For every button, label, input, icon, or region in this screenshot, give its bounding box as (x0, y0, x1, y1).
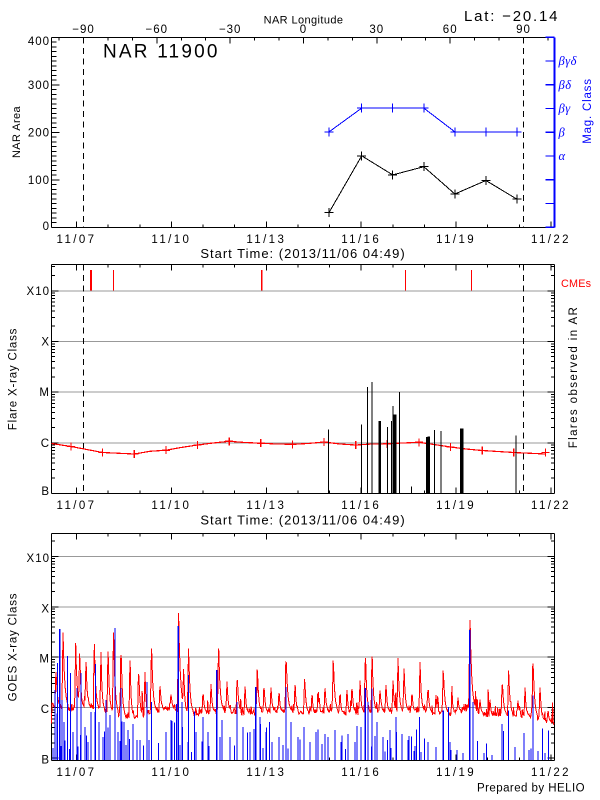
svg-text:GOES X-ray Class: GOES X-ray Class (8, 593, 20, 702)
svg-text:30: 30 (369, 24, 384, 36)
svg-text:0: 0 (300, 24, 307, 36)
svg-text:X: X (41, 603, 50, 615)
svg-text:300: 300 (28, 80, 50, 92)
svg-text:X10: X10 (27, 286, 50, 298)
svg-text:11/13: 11/13 (246, 767, 286, 779)
svg-text:11/07: 11/07 (57, 234, 97, 246)
svg-text:11/19: 11/19 (436, 500, 476, 512)
svg-text:11/10: 11/10 (151, 500, 191, 512)
svg-text:Mag. Class: Mag. Class (582, 78, 594, 144)
svg-text:β: β (558, 125, 566, 139)
svg-text:11/07: 11/07 (57, 500, 97, 512)
svg-text:CMEs: CMEs (561, 278, 592, 290)
svg-text:11/07: 11/07 (57, 767, 97, 779)
svg-text:100: 100 (28, 175, 50, 187)
svg-text:Start Time: (2013/11/06 04:49): Start Time: (2013/11/06 04:49) (200, 512, 405, 527)
svg-text:400: 400 (28, 36, 50, 48)
svg-text:11/22: 11/22 (531, 767, 571, 779)
svg-text:11/16: 11/16 (341, 234, 381, 246)
svg-text:11/13: 11/13 (246, 234, 286, 246)
svg-text:B: B (41, 486, 50, 498)
svg-text:Flares observed in AR: Flares observed in AR (568, 306, 580, 449)
svg-text:11/10: 11/10 (151, 767, 191, 779)
svg-text:11/16: 11/16 (341, 500, 381, 512)
svg-text:0: 0 (43, 221, 50, 233)
svg-text:C: C (41, 438, 50, 450)
svg-text:11/22: 11/22 (531, 234, 571, 246)
svg-text:−90: −90 (72, 24, 95, 36)
svg-text:11/10: 11/10 (151, 234, 191, 246)
svg-text:Lat: −20.14: Lat: −20.14 (464, 8, 559, 25)
svg-text:NAR Longitude: NAR Longitude (264, 15, 344, 27)
svg-text:βγδ: βγδ (558, 54, 577, 68)
svg-text:M: M (39, 387, 50, 399)
svg-text:X: X (41, 337, 50, 349)
svg-text:200: 200 (28, 127, 50, 139)
svg-text:11/16: 11/16 (341, 767, 381, 779)
svg-text:M: M (39, 654, 50, 666)
svg-text:90: 90 (516, 24, 531, 36)
svg-text:C: C (41, 704, 50, 716)
svg-text:Flare X-ray Class: Flare X-ray Class (8, 328, 20, 430)
svg-text:11/19: 11/19 (436, 234, 476, 246)
svg-text:−30: −30 (219, 24, 242, 36)
svg-text:Start Time: (2013/11/06 04:49): Start Time: (2013/11/06 04:49) (200, 246, 405, 261)
svg-text:Prepared by HELIO: Prepared by HELIO (477, 783, 585, 795)
svg-text:−60: −60 (146, 24, 169, 36)
svg-text:B: B (41, 755, 50, 767)
svg-text:60: 60 (443, 24, 458, 36)
svg-text:NAR 11900: NAR 11900 (103, 42, 220, 63)
svg-text:NAR Area: NAR Area (11, 105, 23, 158)
svg-text:X10: X10 (27, 553, 50, 565)
svg-text:βδ: βδ (558, 78, 572, 92)
svg-text:11/13: 11/13 (246, 500, 286, 512)
svg-text:11/19: 11/19 (436, 767, 476, 779)
svg-text:11/22: 11/22 (531, 500, 571, 512)
svg-text:βγ: βγ (558, 102, 572, 116)
svg-text:α: α (559, 149, 566, 163)
